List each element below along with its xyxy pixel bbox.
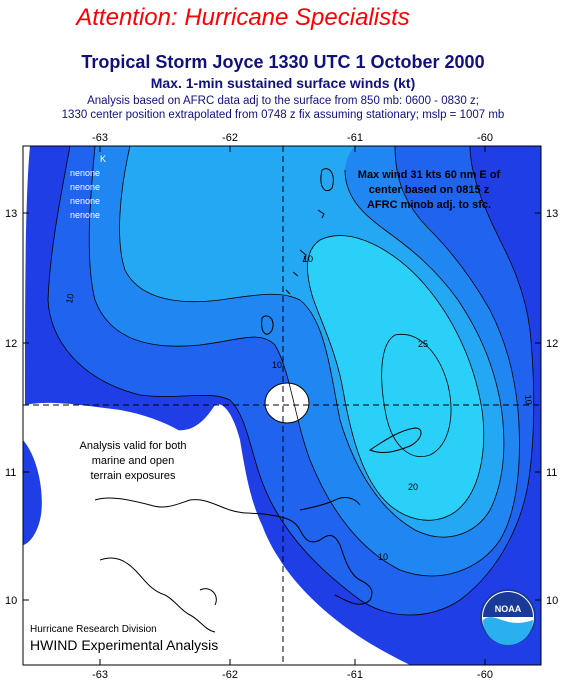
lat-tick-label: 10 <box>5 595 17 607</box>
lat-tick-label: 13 <box>546 208 558 220</box>
wind-band-max <box>381 334 451 457</box>
storm-eye <box>264 382 310 424</box>
center-crosshair <box>23 146 541 665</box>
contour-label: 10 <box>378 552 388 562</box>
noaa-logo-icon: NOAA <box>480 589 536 645</box>
lat-tick-label: 11 <box>5 467 16 479</box>
contour-label: 20 <box>408 482 418 492</box>
valid-note-line: marine and open <box>92 455 175 467</box>
contour-label: 25 <box>418 339 428 349</box>
wind-contours <box>23 146 541 665</box>
axis-ticks <box>23 146 541 665</box>
contour-label: 10 <box>64 293 76 305</box>
valid-note-line: Analysis valid for both <box>80 440 187 452</box>
division-label: Hurricane Research Division <box>30 624 157 635</box>
lon-tick-label: -63 <box>92 669 108 681</box>
lon-tick-label: -61 <box>347 669 363 681</box>
lat-tick-label: 12 <box>546 338 558 350</box>
lon-tick-label: -62 <box>222 132 238 144</box>
lat-tick-label: 12 <box>5 338 17 350</box>
lon-tick-label: -63 <box>92 132 108 144</box>
analysis-line-2: 1330 center position extrapolated from 0… <box>61 109 505 121</box>
contour-label: 10 <box>523 394 534 405</box>
valid-note-line: terrain exposures <box>91 470 176 482</box>
svg-text:nenone: nenone <box>70 196 100 206</box>
coastlines <box>94 168 422 633</box>
map-title: Tropical Storm Joyce 1330 UTC 1 October … <box>81 52 485 72</box>
map-frame <box>22 145 542 666</box>
lat-tick-label: 10 <box>546 595 558 607</box>
station-legend: K nenone nenone nenone nenone <box>70 154 106 220</box>
noaa-logo-text: NOAA <box>495 604 522 614</box>
svg-text:K: K <box>100 154 106 164</box>
max-wind-note-line: AFRC minob adj. to sfc. <box>367 199 491 211</box>
lon-tick-label: -61 <box>347 132 363 144</box>
contour-label: 10 <box>303 254 313 264</box>
lat-tick-label: 11 <box>546 467 557 479</box>
max-wind-note-line: Max wind 31 kts 60 nm E of <box>358 169 501 181</box>
svg-text:nenone: nenone <box>70 210 100 220</box>
attention-heading: Attention: Hurricane Specialists <box>76 4 410 31</box>
lon-tick-label: -60 <box>477 669 493 681</box>
max-wind-note-line: center based on 0815 z <box>369 184 490 196</box>
lon-tick-label: -60 <box>477 132 493 144</box>
unanalyzed-region <box>42 404 410 665</box>
svg-text:nenone: nenone <box>70 168 100 178</box>
svg-text:nenone: nenone <box>70 182 100 192</box>
map-subtitle: Max. 1-min sustained surface winds (kt) <box>150 75 416 91</box>
experimental-label: HWIND Experimental Analysis <box>30 637 218 653</box>
lat-tick-label: 13 <box>5 208 17 220</box>
analysis-line-1: Analysis based on AFRC data adj to the s… <box>87 95 479 107</box>
contour-label: 10 <box>272 360 282 370</box>
lon-tick-label: -62 <box>222 669 238 681</box>
